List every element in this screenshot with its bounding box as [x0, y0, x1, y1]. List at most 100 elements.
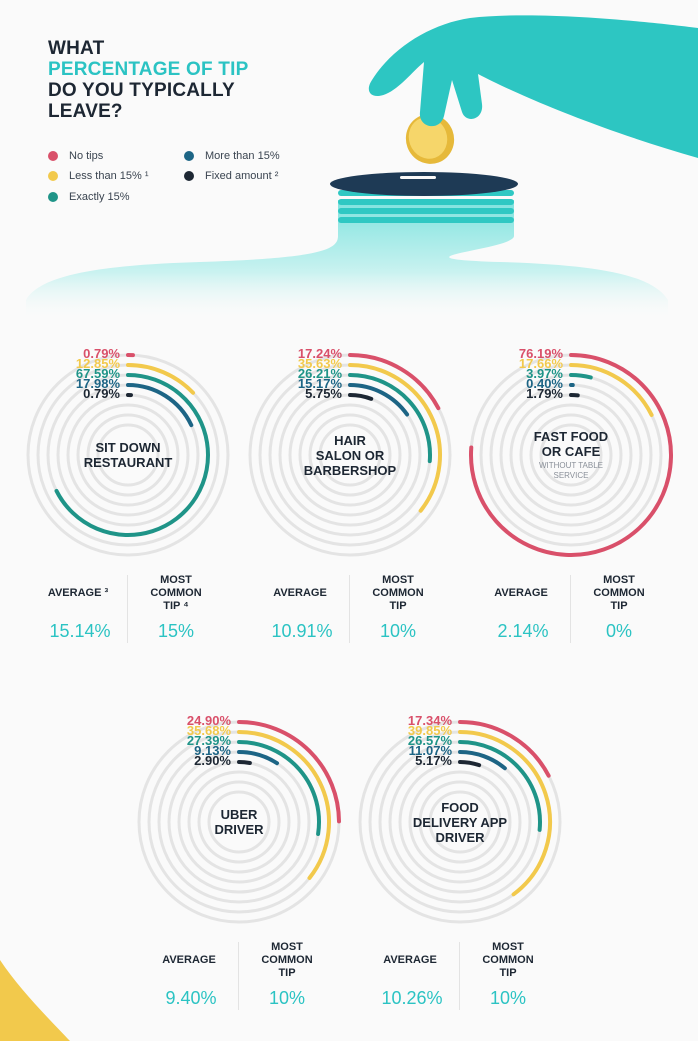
chart-center-label: FOOD DELIVERY APP DRIVER — [400, 800, 520, 845]
most-common-tip-label-line: TIP — [610, 600, 628, 612]
data-label: 39.85% — [407, 723, 452, 738]
legend-item-more-than-15: More than 15% — [184, 150, 280, 162]
most-common-tip-value: 15% — [157, 621, 195, 641]
ring-track — [187, 770, 291, 874]
ring-track — [408, 770, 512, 874]
jar-neck-ring — [338, 199, 514, 205]
ring-bar-2 — [126, 363, 196, 395]
chart-name-line: OR CAFE — [541, 444, 601, 459]
data-label: 26.21% — [297, 366, 342, 381]
most-common-tip-label: MOST COMMON TIP — [574, 574, 664, 613]
most-common-tip-label-line: MOST — [271, 941, 303, 953]
average-value: 10.26% — [381, 988, 443, 1008]
data-label: 2.90% — [194, 753, 231, 768]
data-label: 0.40% — [526, 376, 563, 391]
ring-track — [197, 780, 281, 864]
stat-divider — [238, 942, 239, 1010]
ring-bar-2 — [458, 730, 552, 897]
data-label: 24.90% — [186, 713, 231, 728]
ring-track — [428, 790, 492, 854]
most-common-tip-value: 10% — [268, 988, 306, 1008]
ring-bar-4 — [458, 750, 507, 771]
ring-bar-2 — [348, 363, 442, 513]
ring-bar-3 — [54, 373, 211, 537]
average-value: 15.14% — [49, 621, 111, 641]
data-label: 3.97% — [526, 366, 563, 381]
ring-bar-1 — [348, 353, 441, 411]
legend-item-exactly-15: Exactly 15% — [48, 191, 130, 203]
ring-bar-4 — [237, 750, 279, 766]
data-label: 5.75% — [305, 386, 342, 401]
average-value: 9.40% — [165, 988, 217, 1008]
ring-bar-5 — [348, 393, 374, 401]
data-label: 35.68% — [186, 723, 231, 738]
ring-bar-3 — [458, 740, 542, 832]
data-label: 27.39% — [186, 733, 231, 748]
chart-name-line: SALON OR — [315, 447, 385, 463]
ring-bar-4 — [348, 383, 410, 417]
most-common-tip-label-line: COMMON — [482, 954, 534, 966]
ring-bar-2 — [569, 363, 654, 417]
ring-track — [519, 403, 623, 507]
legend-swatch — [48, 151, 58, 161]
ring-bar-5 — [237, 759, 252, 765]
most-common-tip-label-line: COMMON — [372, 587, 424, 599]
most-common-tip-label-line: MOST — [603, 574, 635, 586]
jar-body — [26, 200, 668, 320]
ring-bar-1 — [458, 720, 551, 778]
legend-item-less-than-15: Less than 15% ¹ — [48, 170, 149, 182]
chart-subtitle: WITHOUT TABLE SERVICE — [538, 461, 603, 480]
radial-chart — [469, 353, 673, 557]
ring-bar-5 — [458, 760, 482, 768]
jar-lid-slot — [400, 176, 436, 179]
radial-chart — [26, 352, 230, 557]
radial-chart — [358, 720, 562, 924]
chart-center-label: SIT DOWN RESTAURANT — [68, 440, 188, 470]
chart-name-line: FOOD — [441, 799, 479, 815]
ring-track — [318, 423, 382, 487]
most-common-tip-label-line: COMMON — [593, 587, 645, 599]
stat-divider — [459, 942, 460, 1010]
data-label: 15.17% — [297, 376, 342, 391]
most-common-tip-value: 10% — [379, 621, 417, 641]
ring-track — [76, 403, 180, 507]
ring-bar-3 — [237, 740, 321, 836]
most-common-tip-label-line: MOST — [160, 574, 192, 586]
legend-item-fixed-amount: Fixed amount ² — [184, 170, 278, 182]
average-label: AVERAGE — [162, 954, 216, 966]
chart-name-line: DRIVER — [435, 829, 485, 845]
average-value: 2.14% — [497, 621, 549, 641]
data-label: 17.66% — [518, 356, 563, 371]
data-label: 76.19% — [518, 346, 563, 361]
coin-icon — [405, 114, 455, 164]
chart-name-line: SIT DOWN — [95, 440, 161, 455]
most-common-tip-label-line: TIP — [499, 967, 517, 979]
ring-track — [308, 413, 392, 497]
average-label: AVERAGE — [494, 587, 548, 599]
average-label: AVERAGE — [383, 954, 437, 966]
data-label: 17.24% — [297, 346, 342, 361]
average-value: 10.91% — [271, 621, 333, 641]
page-title: WHAT PERCENTAGE OF TIP DO YOU TYPICALLY … — [48, 38, 249, 122]
ring-track — [539, 423, 603, 487]
jar-neck-ring — [338, 208, 514, 214]
chart-center-label: HAIR SALON OR BARBERSHOP — [290, 433, 410, 478]
ring-bar-2 — [237, 730, 331, 880]
data-label: 5.17% — [415, 753, 452, 768]
data-label: 35.63% — [297, 356, 342, 371]
ring-bar-3 — [569, 373, 593, 380]
ring-track — [207, 790, 271, 854]
most-common-tip-label-line: COMMON — [150, 587, 202, 599]
most-common-tip-value: 10% — [489, 988, 527, 1008]
ring-bar-1 — [469, 353, 673, 557]
chart-name-line: DELIVERY APP — [412, 814, 508, 830]
ring-bar-3 — [348, 373, 432, 464]
legend-swatch — [48, 171, 58, 181]
average-label: AVERAGE ³ — [47, 587, 109, 599]
most-common-tip-label: MOST COMMON TIP — [353, 574, 443, 613]
data-label: 17.98% — [75, 376, 120, 391]
data-label: 1.79% — [526, 386, 563, 401]
data-label: 0.79% — [83, 386, 120, 401]
ring-bar-4 — [126, 383, 194, 428]
legend-item-no-tips: No tips — [48, 150, 103, 162]
